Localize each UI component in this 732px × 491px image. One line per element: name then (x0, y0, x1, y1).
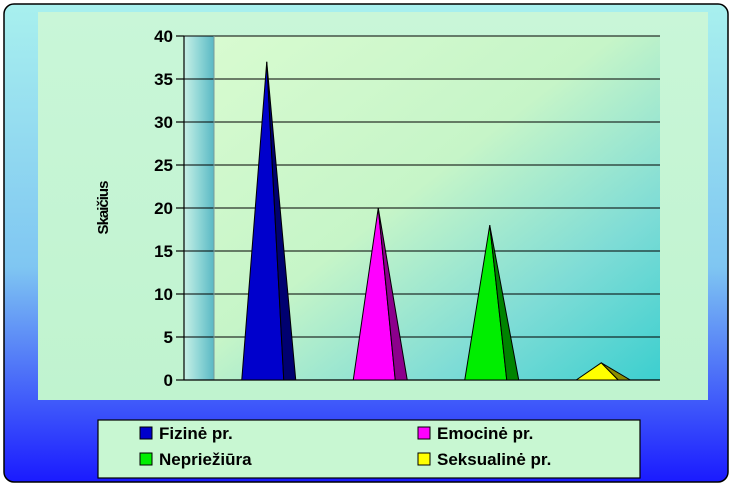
y-tick-label: 5 (164, 328, 173, 347)
legend-item-3: Nepriežiūra (139, 450, 252, 469)
bar-side (377, 207, 408, 381)
bar-3 (464, 225, 520, 381)
y-tick-label: 30 (154, 113, 173, 132)
y-tick-label: 15 (154, 242, 173, 261)
bar-side (600, 362, 633, 381)
legend-label: Nepriežiūra (159, 450, 252, 469)
legend-swatch (139, 426, 153, 440)
legend-item-4: Seksualinė pr. (417, 450, 551, 469)
bar-1 (241, 61, 297, 381)
legend-box (97, 419, 641, 479)
y-tick-label: 25 (154, 156, 173, 175)
y-tick-label: 40 (154, 27, 173, 46)
legend-label: Seksualinė pr. (437, 450, 551, 469)
bar-side (266, 61, 297, 381)
bar-2 (352, 207, 408, 381)
bar-side (489, 225, 520, 381)
legend-label: Emocinė pr. (437, 424, 533, 443)
y-tick-label: 20 (154, 199, 173, 218)
legend-item-2: Emocinė pr. (417, 424, 533, 443)
legend-swatch (139, 452, 153, 466)
legend-swatch (417, 452, 431, 466)
legend-item-1: Fizinė pr. (139, 424, 233, 443)
legend-label: Fizinė pr. (159, 424, 233, 443)
bar-4 (574, 362, 633, 381)
legend: Fizinė pr. Emocinė pr. Nepriežiūra Seksuali… (97, 419, 641, 479)
y-tick-label: 0 (164, 371, 173, 390)
y-axis-label: Skaičius (95, 181, 112, 235)
y-tick-label: 35 (154, 70, 173, 89)
y-tick-labels: 0 5 10 15 20 25 30 35 40 (154, 27, 173, 390)
bars (241, 61, 633, 381)
y-tick-label: 10 (154, 285, 173, 304)
legend-swatch (417, 426, 431, 440)
